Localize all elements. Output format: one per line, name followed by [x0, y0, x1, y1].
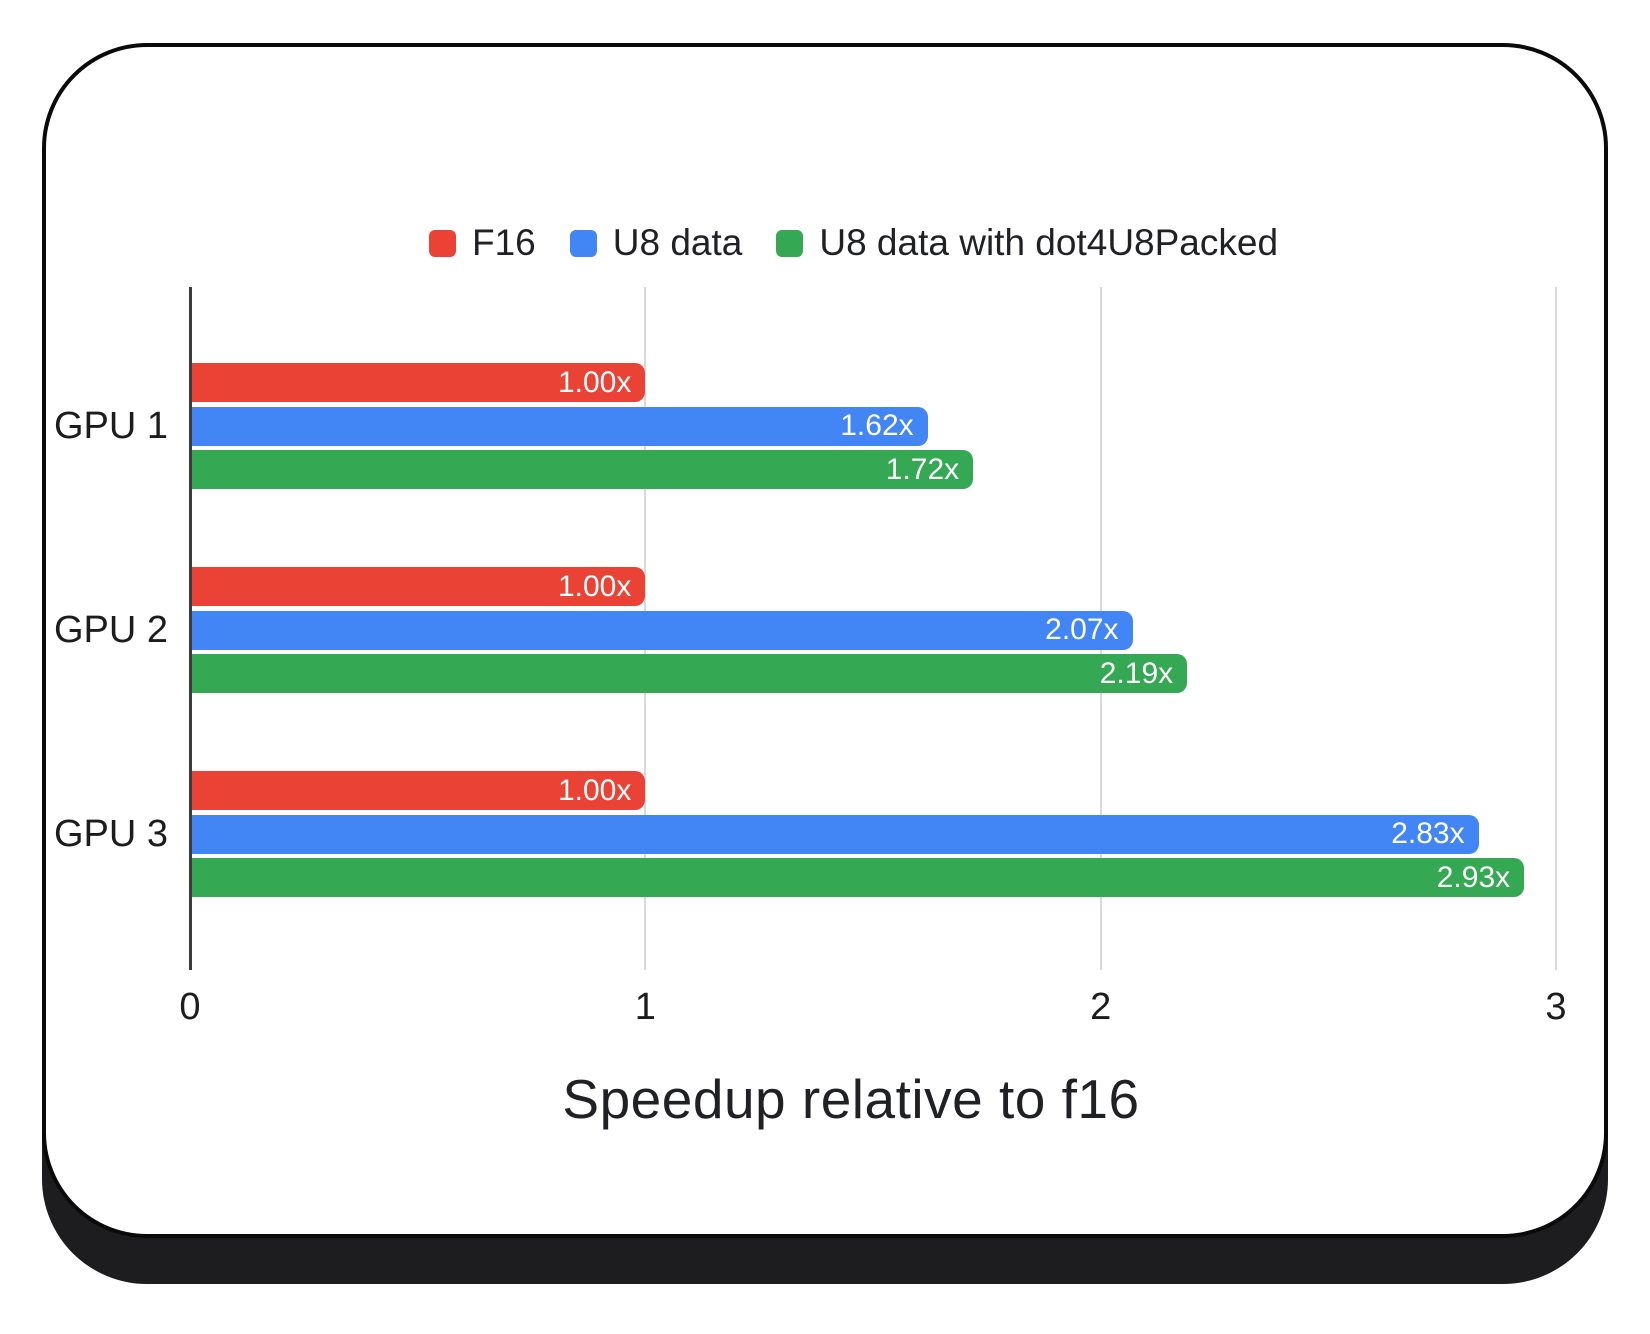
- x-axis-title: Speedup relative to f16: [562, 1068, 1140, 1130]
- bar-value-label: 1.00x: [557, 569, 632, 603]
- y-axis-line: [189, 287, 192, 970]
- gridline-x-3: [1555, 287, 1557, 970]
- bar-value-label: 1.00x: [557, 773, 632, 807]
- category-label-gpu-2: GPU 2: [53, 609, 168, 652]
- bar-u8-data-gpu-2: 2.07x: [192, 610, 1133, 650]
- bar-value-label: 2.83x: [1391, 817, 1465, 851]
- bar-u8-data-with-dot4u8packed-gpu-1: 1.72x: [192, 450, 974, 490]
- legend-label: U8 data: [612, 222, 743, 263]
- legend-item-u8-data: U8 data: [569, 222, 743, 264]
- bar-f16-gpu-2: 1.00x: [192, 567, 646, 606]
- x-tick-label-1: 1: [634, 986, 656, 1028]
- bar-u8-data-gpu-3: 2.83x: [192, 814, 1479, 854]
- bar-value-label: 2.07x: [1045, 613, 1119, 647]
- bar-u8-data-with-dot4u8packed-gpu-3: 2.93x: [192, 858, 1525, 898]
- legend-swatch-icon: [776, 229, 804, 257]
- bar-value-label: 2.19x: [1099, 656, 1174, 690]
- category-label-gpu-3: GPU 3: [53, 813, 168, 856]
- bar-f16-gpu-1: 1.00x: [192, 363, 646, 402]
- legend-swatch-icon: [569, 229, 597, 257]
- legend-swatch-icon: [429, 229, 456, 257]
- bar-value-label: 1.62x: [840, 409, 914, 443]
- plot-area: 1.00x 1.62x 1.72x 1.00x 2.07x 2.19x 1.00x 2.83x…: [189, 287, 1557, 970]
- legend-label: U8 data with dot4U8Packed: [819, 222, 1279, 263]
- legend-item-u8-data-with-dot4u8packed: U8 data with dot4U8Packed: [776, 222, 1278, 264]
- bar-value-label: 2.93x: [1436, 860, 1511, 894]
- bar-value-label: 1.72x: [885, 452, 960, 486]
- legend: F16 U8 data U8 data with dot4U8Packed: [429, 222, 1278, 264]
- bar-u8-data-gpu-1: 1.62x: [192, 406, 928, 446]
- category-label-gpu-1: GPU 1: [53, 405, 168, 448]
- legend-label: F16: [472, 222, 536, 263]
- x-tick-label-3: 3: [1545, 986, 1567, 1028]
- legend-item-f16: F16: [429, 222, 536, 264]
- bar-value-label: 1.00x: [557, 365, 632, 399]
- x-tick-label-2: 2: [1090, 986, 1112, 1028]
- bar-u8-data-with-dot4u8packed-gpu-2: 2.19x: [192, 654, 1188, 694]
- x-tick-label-0: 0: [179, 986, 201, 1028]
- bar-f16-gpu-3: 1.00x: [192, 771, 646, 810]
